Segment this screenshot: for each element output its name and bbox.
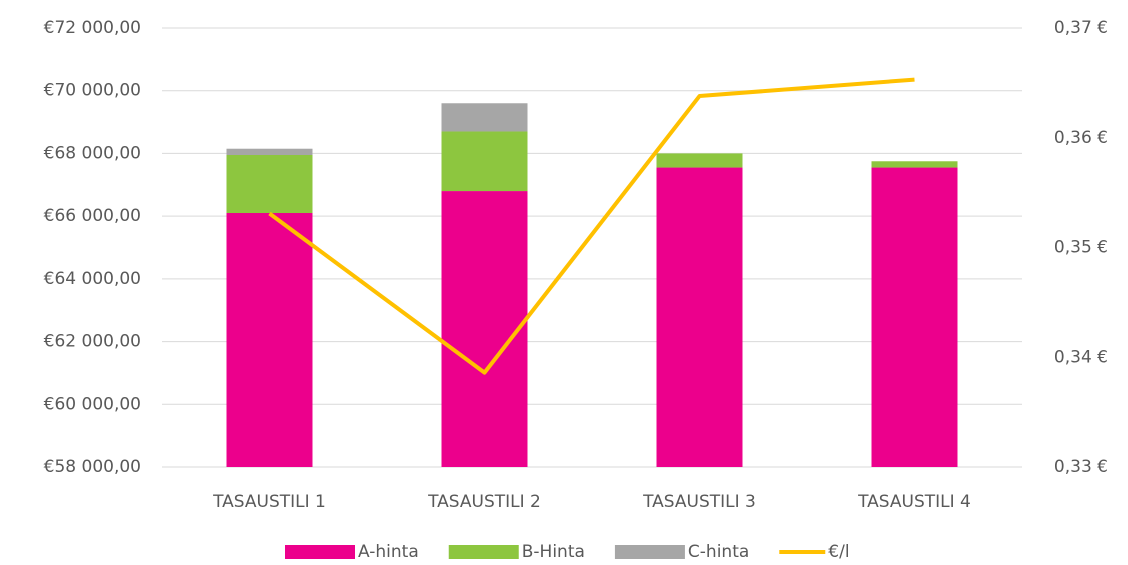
legend-label: €/l	[828, 542, 849, 562]
y-tick-label: €60 000,00	[44, 394, 141, 414]
y-tick-label: €66 000,00	[44, 206, 141, 226]
legend-swatch	[448, 545, 519, 559]
bar-segment	[226, 148, 313, 155]
legend-label: A-hinta	[358, 542, 419, 562]
bar-segment	[441, 131, 528, 192]
bar-segment	[871, 161, 958, 168]
line-series	[268, 77, 915, 375]
bar-segment	[226, 213, 313, 467]
x-tick-label: TASAUSTILI 2	[427, 492, 541, 512]
y2-tick-label: 0,33 €	[1054, 457, 1108, 477]
x-tick-label: TASAUSTILI 3	[642, 492, 756, 512]
bar-segment	[226, 154, 313, 214]
legend-swatch	[614, 545, 685, 559]
y2-tick-label: 0,35 €	[1054, 238, 1108, 258]
legend-label: C-hinta	[688, 542, 749, 562]
y2-tick-label: 0,36 €	[1054, 128, 1108, 148]
y-tick-label: €68 000,00	[44, 143, 141, 163]
bar-segment	[871, 167, 958, 467]
bar-segment	[441, 103, 528, 132]
y-tick-label: €58 000,00	[44, 457, 141, 477]
legend-label: B-Hinta	[522, 542, 585, 562]
bar-segment	[441, 191, 528, 468]
y-tick-label: €64 000,00	[44, 269, 141, 289]
y-tick-label: €70 000,00	[44, 81, 141, 101]
y-tick-label: €62 000,00	[44, 332, 141, 352]
legend-swatch	[285, 545, 355, 559]
y2-tick-label: 0,37 €	[1054, 18, 1108, 38]
x-tick-label: TASAUSTILI 1	[212, 492, 326, 512]
bar-segment	[656, 153, 743, 168]
y-tick-label: €72 000,00	[44, 18, 141, 38]
x-tick-label: TASAUSTILI 4	[857, 492, 971, 512]
bar-segment	[656, 167, 743, 467]
y2-tick-label: 0,34 €	[1054, 347, 1108, 367]
